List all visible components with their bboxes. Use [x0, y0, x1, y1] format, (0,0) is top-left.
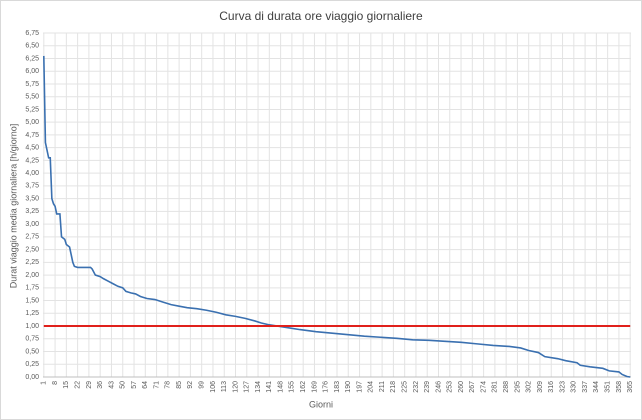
x-tick-label: 267: [469, 381, 476, 393]
x-tick-label: 288: [503, 381, 510, 393]
x-tick-label: 29: [86, 381, 93, 389]
x-tick-label: 246: [435, 381, 442, 393]
x-tick-label: 232: [413, 381, 420, 393]
y-tick-label: 3,25: [25, 208, 39, 215]
x-tick-label: 134: [255, 381, 262, 393]
x-tick-label: 204: [368, 381, 375, 393]
y-tick-label: 1,50: [25, 297, 39, 304]
x-tick-label: 22: [74, 381, 81, 389]
x-tick-label: 43: [108, 381, 115, 389]
y-tick-label: 6,25: [25, 55, 39, 62]
x-tick-label: 64: [142, 381, 149, 389]
chart-title: Curva di durata ore viaggio giornaliere: [219, 9, 423, 23]
x-tick-label: 316: [548, 381, 555, 393]
x-tick-label: 309: [537, 381, 544, 393]
x-tick-label: 211: [379, 381, 386, 392]
x-tick-label: 183: [334, 381, 341, 393]
x-tick-label: 225: [402, 381, 409, 393]
x-tick-label: 274: [480, 381, 487, 393]
y-tick-label: 6,50: [25, 43, 39, 50]
y-tick-label: 5,50: [25, 94, 39, 101]
y-tick-label: 5,75: [25, 81, 39, 88]
x-tick-label: 85: [176, 381, 183, 389]
x-axis-label: Giorni: [309, 399, 333, 409]
x-tick-label: 127: [244, 381, 251, 393]
x-tick-label: 1: [41, 381, 48, 385]
x-tick-label: 330: [571, 381, 578, 393]
y-tick-label: 2,50: [25, 246, 39, 253]
x-tick-label: 197: [356, 381, 363, 393]
y-tick-label: 1,75: [25, 285, 39, 292]
y-tick-label: 5,25: [25, 106, 39, 113]
x-tick-label: 302: [526, 381, 533, 393]
y-tick-label: 3,75: [25, 183, 39, 190]
y-tick-label: 4,00: [25, 170, 39, 177]
x-tick-label: 162: [300, 381, 307, 393]
y-tick-label: 0,00: [25, 374, 39, 381]
x-tick-label: 155: [289, 381, 296, 393]
x-tick-label: 92: [187, 381, 194, 389]
y-tick-label: 4,25: [25, 157, 39, 164]
x-tick-label: 141: [266, 381, 273, 393]
y-tick-label: 1,00: [25, 323, 39, 330]
x-tick-label: 337: [582, 381, 589, 393]
x-tick-label: 295: [514, 381, 521, 393]
y-tick-label: 6,75: [25, 30, 39, 37]
x-tick-label: 113: [221, 381, 228, 392]
y-tick-label: 4,50: [25, 145, 39, 152]
x-tick-label: 239: [424, 381, 431, 393]
y-tick-label: 3,50: [25, 195, 39, 202]
x-tick-label: 218: [390, 381, 397, 393]
x-tick-label: 281: [492, 381, 499, 393]
x-tick-label: 99: [199, 381, 206, 389]
y-tick-label: 0,25: [25, 361, 39, 368]
x-tick-label: 253: [447, 381, 454, 393]
y-tick-label: 6,00: [25, 68, 39, 75]
x-tick-label: 365: [627, 381, 634, 393]
y-tick-label: 1,25: [25, 310, 39, 317]
y-axis-label: Durat viaggio media giornaliera [h/giorn…: [8, 124, 18, 289]
x-tick-label: 50: [120, 381, 127, 389]
x-tick-label: 323: [559, 381, 566, 393]
line: [43, 55, 631, 378]
x-tick-label: 106: [210, 381, 217, 393]
x-tick-label: 358: [616, 381, 623, 393]
y-tick-label: 0,50: [25, 348, 39, 355]
y-tick-label: 0,75: [25, 336, 39, 343]
y-tick-label: 5,00: [25, 119, 39, 126]
x-tick-label: 8: [52, 381, 59, 385]
x-tick-label: 57: [131, 381, 138, 389]
y-tick-label: 2,25: [25, 259, 39, 266]
x-tick-label: 71: [153, 381, 160, 389]
x-tick-label: 36: [97, 381, 104, 389]
y-tick-label: 3,00: [25, 221, 39, 228]
x-tick-label: 169: [311, 381, 318, 393]
x-tick-label: 78: [165, 381, 172, 389]
x-tick-label: 190: [345, 381, 352, 393]
x-tick-label: 344: [593, 381, 600, 393]
y-tick-label: 2,00: [25, 272, 39, 279]
x-tick-label: 260: [458, 381, 465, 393]
x-tick-label: 120: [232, 381, 239, 393]
x-tick-label: 148: [277, 381, 284, 393]
x-tick-label: 176: [323, 381, 330, 393]
x-tick-label: 15: [63, 381, 70, 389]
x-tick-label: 351: [604, 381, 611, 393]
y-tick-label: 2,75: [25, 234, 39, 241]
y-tick-label: 4,75: [25, 132, 39, 139]
